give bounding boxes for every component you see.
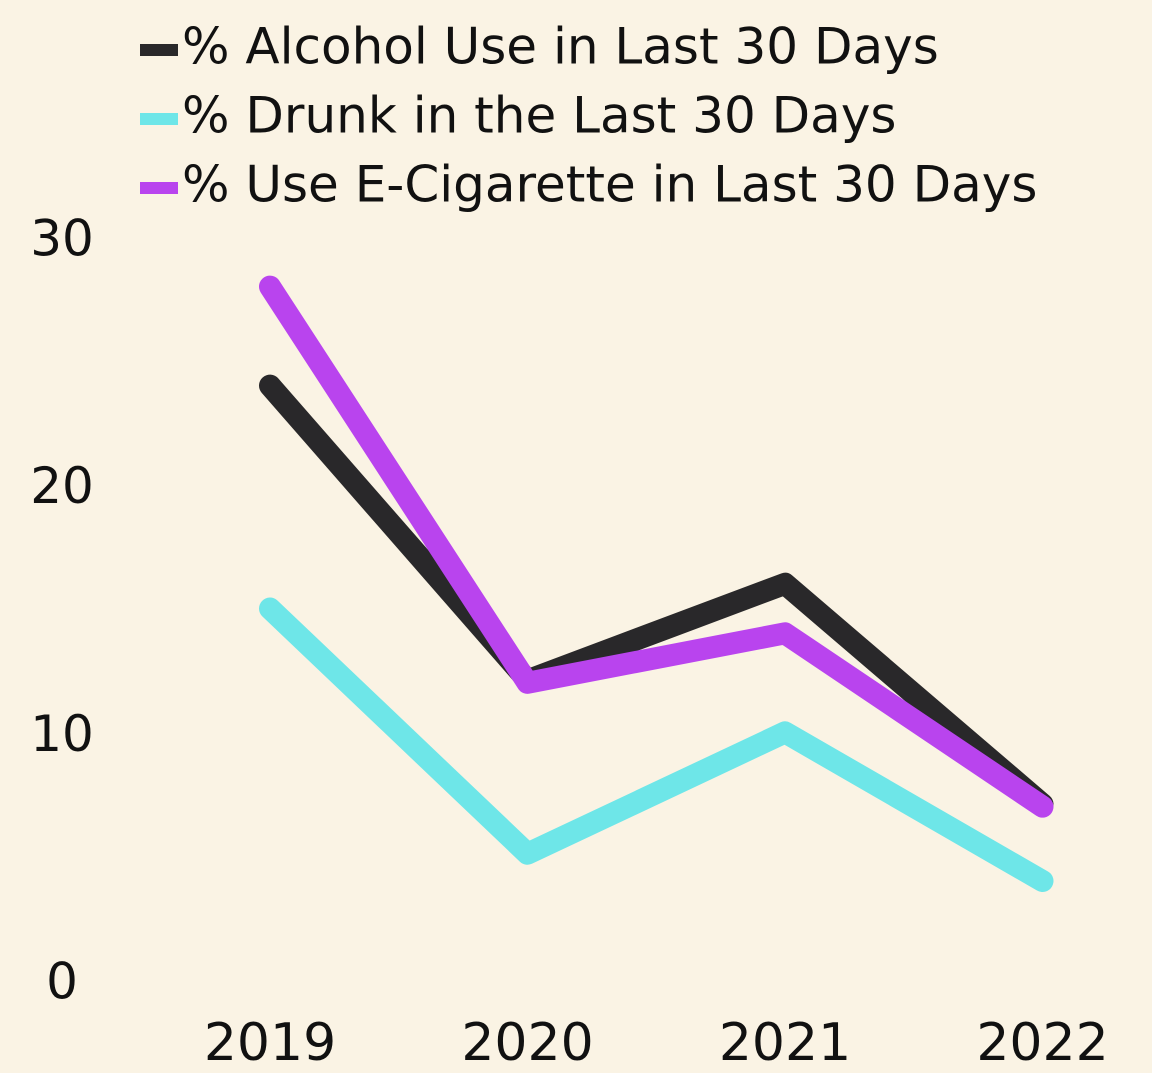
legend-label: % Use E-Cigarette in Last 30 Days bbox=[182, 156, 1037, 214]
y-tick-label: 10 bbox=[30, 705, 94, 763]
x-tick-label: 2021 bbox=[719, 1013, 851, 1073]
series-line bbox=[259, 275, 1054, 818]
x-tick-label: 2019 bbox=[204, 1013, 336, 1073]
y-tick-label: 30 bbox=[30, 210, 94, 268]
x-tick-label: 2020 bbox=[461, 1013, 593, 1073]
legend-label: % Drunk in the Last 30 Days bbox=[182, 87, 896, 145]
series-line bbox=[259, 597, 1054, 892]
x-tick-label: 2022 bbox=[976, 1013, 1108, 1073]
y-tick-label: 0 bbox=[46, 953, 78, 1011]
y-tick-label: 20 bbox=[30, 457, 94, 515]
series-line bbox=[259, 374, 1054, 816]
legend-label: % Alcohol Use in Last 30 Days bbox=[182, 18, 939, 76]
